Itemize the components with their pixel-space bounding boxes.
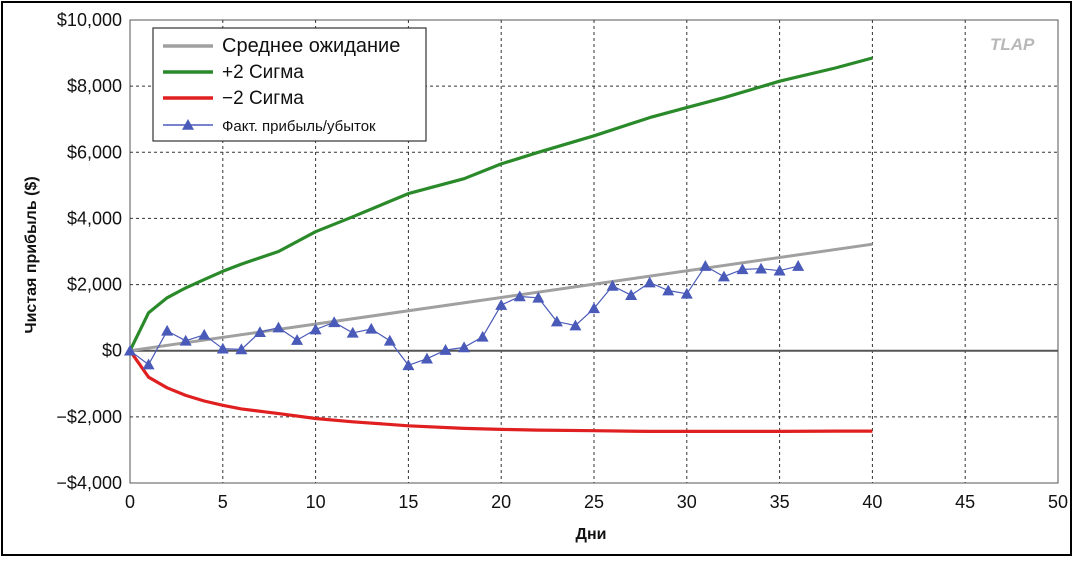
y-tick-label: $8,000 [67,76,122,96]
series-line-1 [129,242,873,353]
legend-marker [182,119,194,130]
data-point-marker [198,328,211,340]
y-tick-label: $4,000 [67,208,122,228]
y-tick-label: −$2,000 [56,407,122,427]
legend: Среднее ожидание +2 Сигма −2 Сигма Факт. пр… [152,27,427,142]
x-tick-label: 0 [125,492,135,512]
data-point-marker [606,279,619,291]
data-point-marker [550,315,563,327]
data-point-marker [643,276,656,288]
x-tick-label: 10 [306,492,326,512]
data-point-marker [328,316,341,328]
x-tick-label: 5 [218,492,228,512]
legend-label-4: Факт. прибыль/убыток [222,118,376,135]
y-axis-ticks: −$4,000 −$2,000 $0 $2,000 $4,000 $6,000 $8,000… [56,10,122,493]
data-point-marker [792,260,805,271]
data-point-marker [365,322,378,334]
legend-label-3: −2 Сигма [222,88,304,109]
data-point-marker [124,344,136,356]
data-point-marker [216,342,229,354]
data-point-marker [309,323,322,335]
data-point-marker [569,319,582,331]
series-group [124,56,873,433]
x-tick-label: 45 [955,492,975,512]
data-point-marker [625,289,638,300]
y-tick-label: $6,000 [67,142,122,162]
data-point-marker [736,263,749,275]
series-line-3 [128,349,873,433]
x-axis-label: Дни [576,526,607,543]
legend-label-2: +2 Сигма [222,62,304,83]
data-point-marker [476,330,489,342]
data-point-marker [272,321,285,333]
data-point-marker [755,262,768,274]
x-tick-label: 30 [677,492,697,512]
data-point-marker [699,260,712,271]
data-point-marker [161,324,174,336]
data-point-marker [680,287,693,299]
data-point-marker [383,334,396,346]
data-point-marker [662,284,675,296]
data-point-marker [588,302,600,314]
x-axis-ticks: 0 5 10 15 20 25 30 35 40 45 50 [125,492,1068,512]
y-tick-label: −$4,000 [56,473,122,493]
data-point-marker [532,291,545,303]
legend-label-1: Среднее ожидание [222,35,400,57]
x-tick-label: 25 [584,492,604,512]
y-tick-label: $2,000 [67,275,122,295]
series-line-2 [128,56,873,352]
y-tick-label: $10,000 [57,10,122,30]
data-point-marker [179,334,192,346]
y-tick-label: $0 [102,341,122,361]
x-tick-label: 15 [398,492,418,512]
y-axis-label: Чистая прибыль ($) [23,176,40,333]
x-tick-label: 20 [491,492,511,512]
data-point-marker [402,359,415,371]
data-point-marker [420,352,433,364]
data-point-marker [253,326,266,337]
data-point-marker [513,290,526,302]
data-point-marker [346,326,359,338]
data-point-marker [495,299,508,310]
x-tick-label: 35 [770,492,790,512]
data-point-marker [717,270,730,282]
data-point-marker [142,358,155,370]
data-point-marker [773,264,786,276]
data-point-marker [439,344,452,355]
data-point-marker [291,334,304,345]
x-tick-label: 40 [862,492,882,512]
data-point-marker [458,341,471,353]
data-point-marker [235,343,248,355]
watermark: TLAP [990,35,1035,54]
x-tick-label: 50 [1048,492,1068,512]
